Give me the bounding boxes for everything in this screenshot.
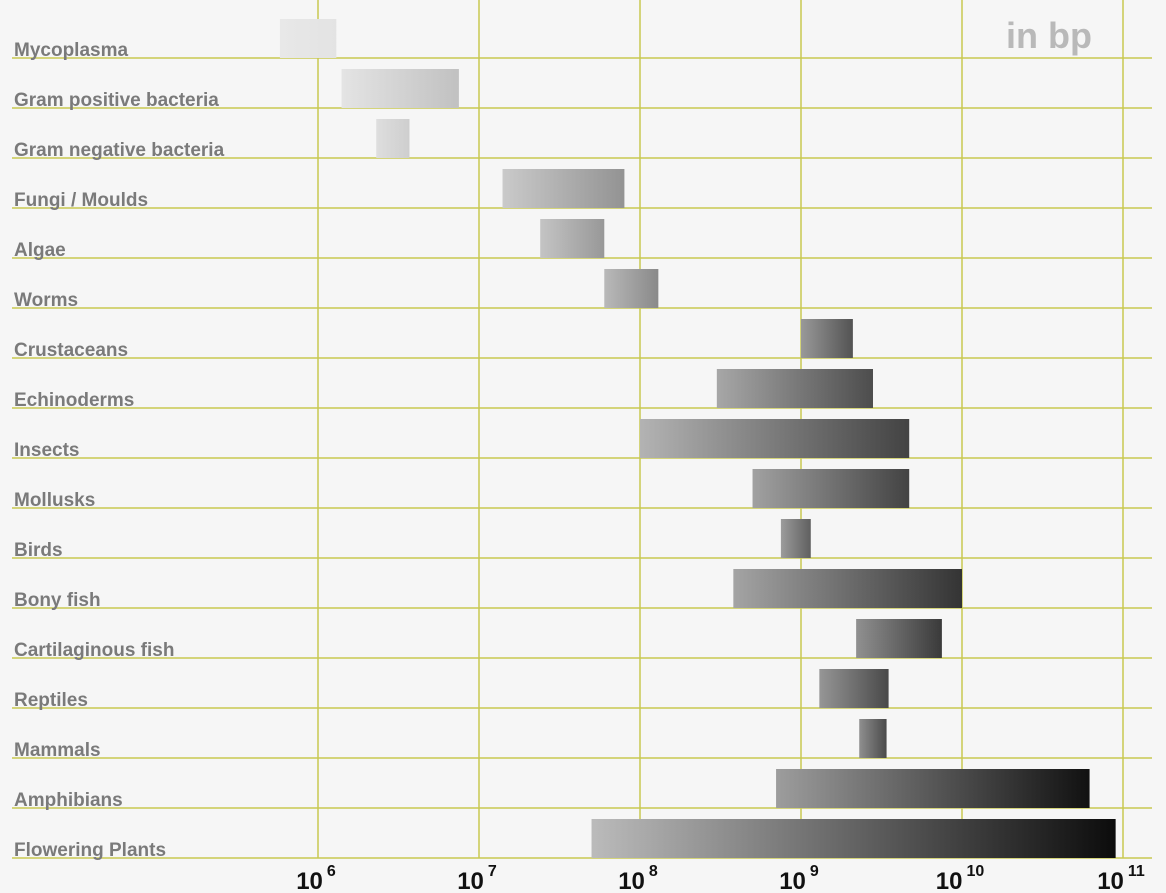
grid-lines bbox=[12, 0, 1152, 859]
bar-crustaceans bbox=[801, 319, 853, 358]
bar-mycoplasma bbox=[279, 19, 337, 58]
bar-gram-negative-bacteria bbox=[376, 119, 410, 158]
bar-insects bbox=[640, 419, 910, 458]
bar-mollusks bbox=[752, 469, 910, 508]
tick-label-11: 10 11 bbox=[1097, 863, 1145, 893]
category-label: Reptiles bbox=[14, 690, 88, 711]
category-label: Cartilaginous fish bbox=[14, 640, 174, 661]
tick-label-6: 10 6 bbox=[296, 863, 336, 893]
category-label: Worms bbox=[14, 290, 78, 311]
category-label: Bony fish bbox=[14, 590, 101, 611]
category-label: Mycoplasma bbox=[14, 40, 128, 61]
category-label: Gram negative bacteria bbox=[14, 140, 225, 161]
bar-flowering-plants bbox=[591, 819, 1116, 858]
bar-fungi-moulds bbox=[502, 169, 625, 208]
bar-bony-fish bbox=[733, 569, 962, 608]
category-label: Insects bbox=[14, 440, 79, 461]
bar-algae bbox=[540, 219, 605, 258]
bar-cartilaginous-fish bbox=[856, 619, 942, 658]
category-label: Echinoderms bbox=[14, 390, 134, 411]
category-label: Birds bbox=[14, 540, 63, 561]
tick-label-8: 10 8 bbox=[618, 863, 658, 893]
bar-amphibians bbox=[776, 769, 1090, 808]
bars bbox=[279, 19, 1116, 858]
category-label: Fungi / Moulds bbox=[14, 190, 148, 211]
bar-reptiles bbox=[819, 669, 889, 708]
x-axis-ticks: 10 6 10 7 10 8 10 9 10 10 10 11 bbox=[296, 863, 1145, 893]
category-label: Amphibians bbox=[14, 790, 123, 811]
tick-label-10: 10 10 bbox=[936, 863, 985, 893]
bar-birds bbox=[780, 519, 811, 558]
bar-worms bbox=[604, 269, 659, 308]
bar-echinoderms bbox=[716, 369, 873, 408]
tick-label-9: 10 9 bbox=[779, 863, 819, 893]
tick-label-7: 10 7 bbox=[457, 863, 497, 893]
category-label: Algae bbox=[14, 240, 66, 261]
unit-label: in bp bbox=[1006, 15, 1092, 56]
category-label: Mollusks bbox=[14, 490, 95, 511]
category-label: Gram positive bacteria bbox=[14, 90, 219, 111]
category-label: Mammals bbox=[14, 740, 101, 761]
bar-mammals bbox=[859, 719, 887, 758]
bar-gram-positive-bacteria bbox=[341, 69, 459, 108]
category-labels: Mycoplasma Gram positive bacteria Gram neg… bbox=[14, 40, 225, 861]
category-label: Crustaceans bbox=[14, 340, 128, 361]
category-label: Flowering Plants bbox=[14, 840, 166, 861]
